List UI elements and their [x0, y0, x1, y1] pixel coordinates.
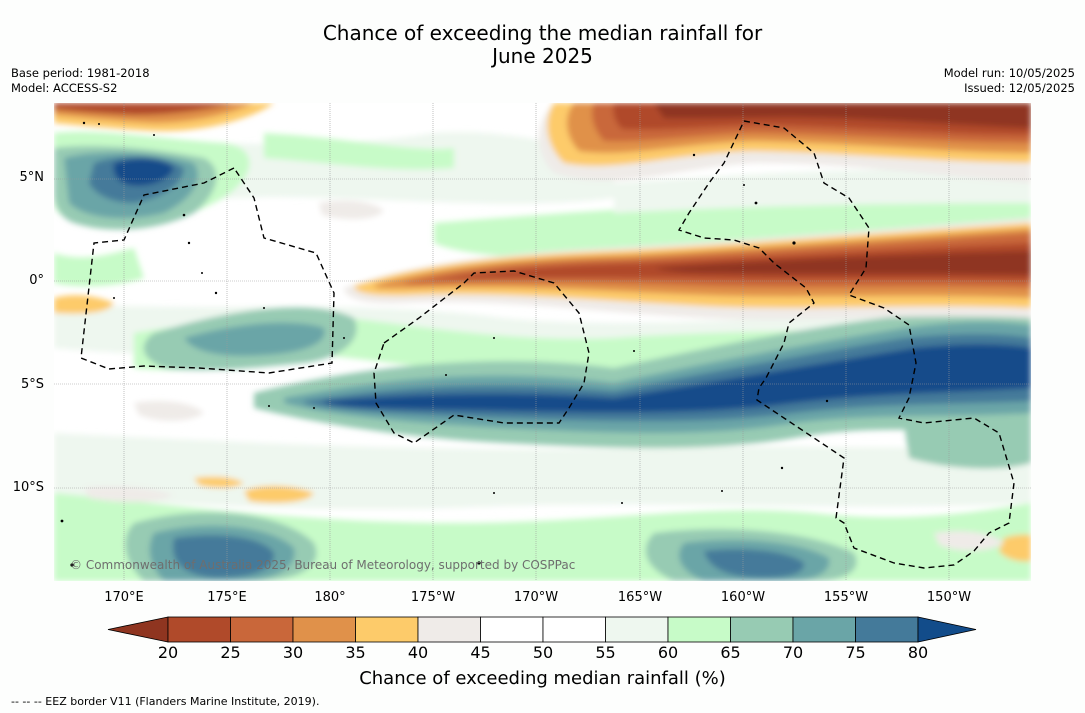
colorbar-extend-high: [917, 616, 977, 643]
meta-left: Base period: 1981-2018 Model: ACCESS-S2: [11, 66, 150, 95]
colorbar-segment: [480, 616, 544, 643]
colorbar-tick-label: 55: [595, 643, 616, 662]
rainfall-map: [54, 103, 1031, 581]
model-run: Model run: 10/05/2025: [943, 66, 1075, 80]
colorbar-segment: [855, 616, 919, 643]
colorbar-segment: [292, 616, 356, 643]
model-name: Model: ACCESS-S2: [11, 80, 118, 95]
colorbar: [107, 616, 977, 643]
lon-label-170w: 170°W: [513, 590, 559, 605]
base-period: Base period: 1981-2018: [11, 66, 150, 80]
colorbar-segment: [605, 616, 669, 643]
colorbar-tick-label: 50: [532, 643, 554, 662]
colorbar-tick-label: 35: [345, 643, 366, 662]
title-line-2: June 2025: [492, 44, 593, 68]
lon-label-180: 180°: [314, 590, 346, 605]
map-area: [54, 103, 1031, 581]
islands: [60, 121, 829, 567]
lon-label-160w: 160°W: [720, 590, 766, 605]
colorbar-segment: [542, 616, 606, 643]
title-line-1: Chance of exceeding the median rainfall …: [322, 21, 763, 45]
colorbar-label: Chance of exceeding median rainfall (%): [359, 668, 726, 689]
colorbar-tick-label: 25: [220, 643, 241, 662]
colorbar-tick-label: 75: [845, 643, 866, 662]
colorbar-segment: [230, 616, 294, 643]
lat-label-5s: 5°S: [20, 377, 44, 392]
lon-label-150w: 150°W: [926, 590, 972, 605]
colorbar-tick-label: 30: [282, 643, 304, 662]
lon-label-155w: 155°W: [823, 590, 869, 605]
colorbar-segment: [792, 616, 856, 643]
colorbar-extend-low: [107, 616, 169, 643]
lon-label-165w: 165°W: [617, 590, 663, 605]
colorbar-segment: [167, 616, 231, 643]
rainfall-fields: [54, 103, 1031, 581]
map-title: Chance of exceeding the median rainfall …: [0, 22, 1085, 68]
colorbar-tick-label: 40: [407, 643, 429, 662]
colorbar-tick-label: 20: [157, 643, 179, 662]
colorbar-tick-label: 65: [720, 643, 741, 662]
copyright-notice: © Commonwealth of Australia 2025, Bureau…: [70, 558, 576, 572]
colorbar-tick-label: 45: [470, 643, 491, 662]
lon-label-170e: 170°E: [104, 590, 144, 605]
colorbar-segment: [730, 616, 794, 643]
graticule: [54, 103, 1031, 581]
colorbar-segment: [667, 616, 731, 643]
lat-label-10s: 10°S: [12, 480, 44, 495]
colorbar-tick-label: 60: [657, 643, 679, 662]
lat-label-5n: 5°N: [19, 170, 45, 185]
lat-label-0: 0°: [29, 273, 44, 288]
issued-date: Issued: 12/05/2025: [964, 80, 1075, 95]
colorbar-segment: [355, 616, 419, 643]
lon-label-175w: 175°W: [410, 590, 456, 605]
colorbar-tick-label: 70: [782, 643, 804, 662]
eez-borders: [80, 120, 1015, 569]
meta-right: Model run: 10/05/2025 Issued: 12/05/2025: [944, 66, 1075, 95]
colorbar-segment: [417, 616, 481, 643]
lon-label-175e: 175°E: [207, 590, 247, 605]
eez-footnote: -- -- -- EEZ border V11 (Flanders Marine…: [11, 695, 320, 708]
colorbar-tick-label: 80: [907, 643, 929, 662]
